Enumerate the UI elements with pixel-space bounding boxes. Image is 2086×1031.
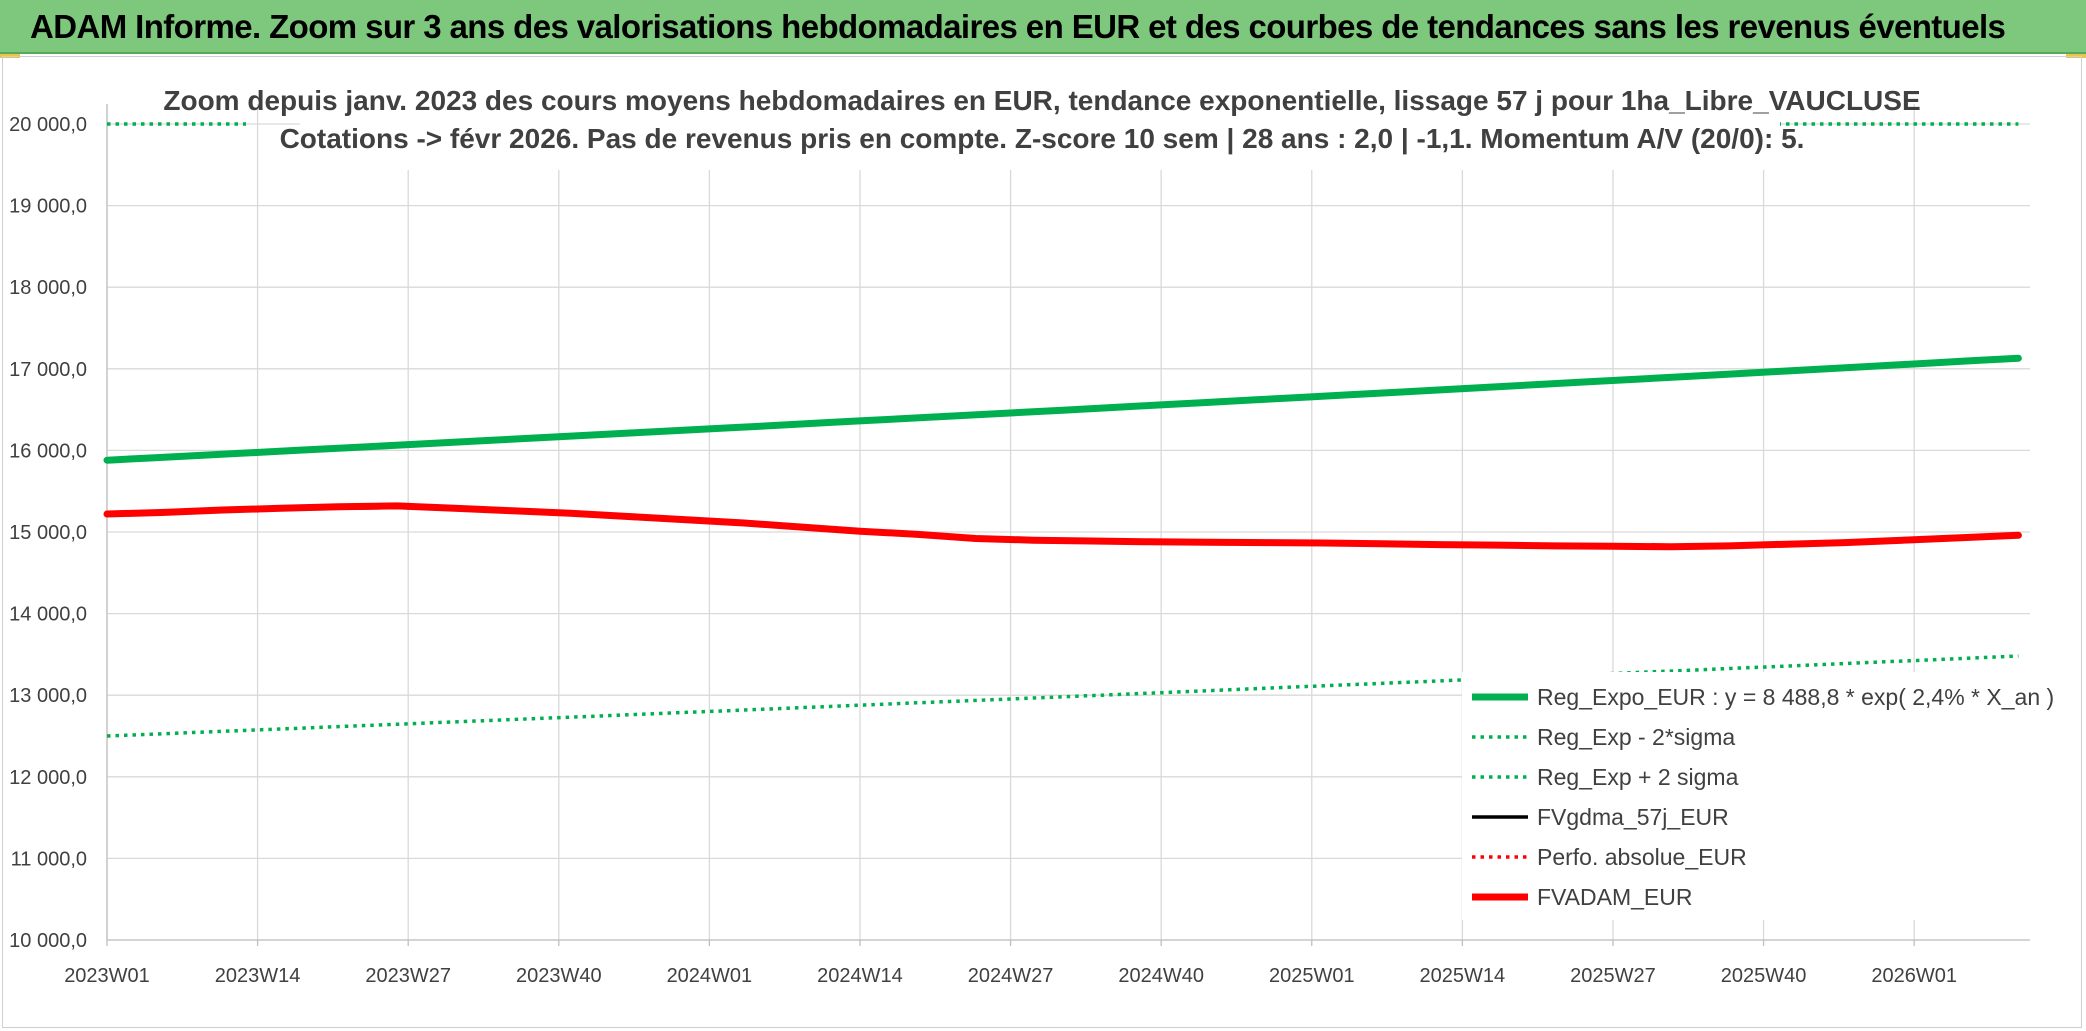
y-tick-label: 17 000,0 xyxy=(9,359,87,381)
legend-entry-label: Reg_Exp + 2 sigma xyxy=(1537,764,1739,790)
chart-title-line: Cotations -> févr 2026. Pas de revenus p… xyxy=(280,123,1805,154)
x-tick-label: 2023W27 xyxy=(365,965,451,987)
y-tick-label: 19 000,0 xyxy=(9,196,87,218)
y-tick-label: 10 000,0 xyxy=(9,930,87,952)
y-tick-label: 11 000,0 xyxy=(11,848,87,870)
banner-title: ADAM Informe. Zoom sur 3 ans des valoris… xyxy=(30,8,2006,45)
x-tick-label: 2025W01 xyxy=(1269,965,1355,987)
x-tick-label: 2023W01 xyxy=(64,965,150,987)
series-line-reg-expo-eur-y-8-488-8-exp-2-4 xyxy=(103,354,2022,464)
report-banner: ADAM Informe. Zoom sur 3 ans des valoris… xyxy=(0,0,2086,54)
chart-title: Zoom depuis janv. 2023 des cours moyens … xyxy=(163,78,1921,170)
legend-entry-label: FVgdma_57j_EUR xyxy=(1537,804,1729,830)
y-tick-label: 20 000,0 xyxy=(9,114,87,136)
x-tick-label: 2026W01 xyxy=(1871,965,1957,987)
title-backing xyxy=(300,78,1780,170)
y-tick-label: 12 000,0 xyxy=(9,767,87,789)
legend-box xyxy=(1462,672,2042,920)
y-tick-label: 18 000,0 xyxy=(9,277,87,299)
legend-entry-label: FVADAM_EUR xyxy=(1537,884,1693,910)
y-tick-label: 13 000,0 xyxy=(9,685,87,707)
x-tick-label: 2025W14 xyxy=(1420,965,1506,987)
legend-entry-label: Perfo. absolue_EUR xyxy=(1537,844,1747,870)
x-tick-label: 2024W01 xyxy=(667,965,753,987)
axes: 10 000,0 11 000,0 12 000,0 13 000,0 14 000,0… xyxy=(9,104,2030,987)
legend: Reg_Expo_EUR : y = 8 488,8 * exp( 2,4% *… xyxy=(1462,672,2054,920)
y-tick-label: 15 000,0 xyxy=(9,522,87,544)
series-lines xyxy=(103,122,2022,738)
legend-entry-label: Reg_Expo_EUR : y = 8 488,8 * exp( 2,4% *… xyxy=(1537,684,2054,710)
x-tick-label: 2025W40 xyxy=(1721,965,1807,987)
x-tick-label: 2025W27 xyxy=(1570,965,1656,987)
x-tick-label: 2023W40 xyxy=(516,965,602,987)
y-tick-label: 14 000,0 xyxy=(9,604,87,626)
x-tick-label: 2023W14 xyxy=(215,965,301,987)
chart-title-line: Zoom depuis janv. 2023 des cours moyens … xyxy=(163,85,1920,116)
x-tick-label: 2024W27 xyxy=(968,965,1054,987)
legend-entry-label: Reg_Exp - 2*sigma xyxy=(1537,724,1735,750)
y-tick-label: 16 000,0 xyxy=(9,440,87,462)
series-line-fvadam-eur xyxy=(103,502,2022,551)
x-tick-label: 2024W14 xyxy=(817,965,903,987)
x-tick-label: 2024W40 xyxy=(1118,965,1204,987)
chart-frame xyxy=(2,56,2082,1028)
